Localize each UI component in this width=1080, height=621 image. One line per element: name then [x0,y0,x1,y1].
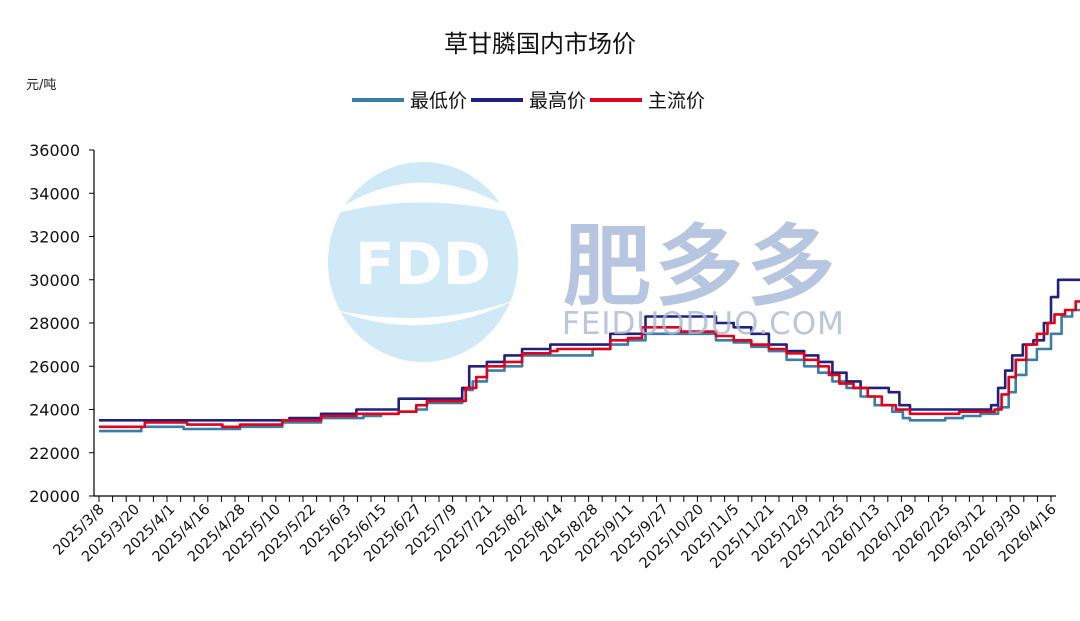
legend-label-high: 最高价 [529,90,587,112]
legend-swatch-low [352,97,404,102]
legend-swatch-high [471,97,524,102]
chart-title: 草甘膦国内市场价 [444,30,636,58]
watermark-logo-text: FDD [355,230,491,298]
watermark-logo: FDD [328,162,520,362]
watermark-subtext: FEIDUODUO.COM [562,306,845,342]
y-unit-label: 元/吨 [26,78,57,93]
y-tick-label: 20000 [29,487,80,506]
legend-label-low: 最低价 [410,90,468,112]
y-tick-label: 30000 [29,271,80,290]
series-line-main [99,300,1080,429]
chart-legend: 最低价 最高价 主流价 [352,86,709,113]
y-tick-label: 28000 [29,314,80,333]
y-tick-label: 32000 [29,228,80,247]
watermark-text: 肥多多 [563,215,840,318]
legend-item-main: 主流价 [590,86,705,113]
y-tick-label: 22000 [29,444,80,463]
y-tick-label: 36000 [29,141,80,160]
series-layer [99,278,1080,433]
legend-item-high: 最高价 [471,86,586,113]
y-tick-label: 34000 [29,184,80,203]
legend-swatch-main [590,97,643,102]
y-tick-label: 26000 [29,357,80,376]
y-tick-label: 24000 [29,401,80,420]
legend-item-low: 最低价 [352,86,467,113]
legend-label-main: 主流价 [648,90,706,112]
